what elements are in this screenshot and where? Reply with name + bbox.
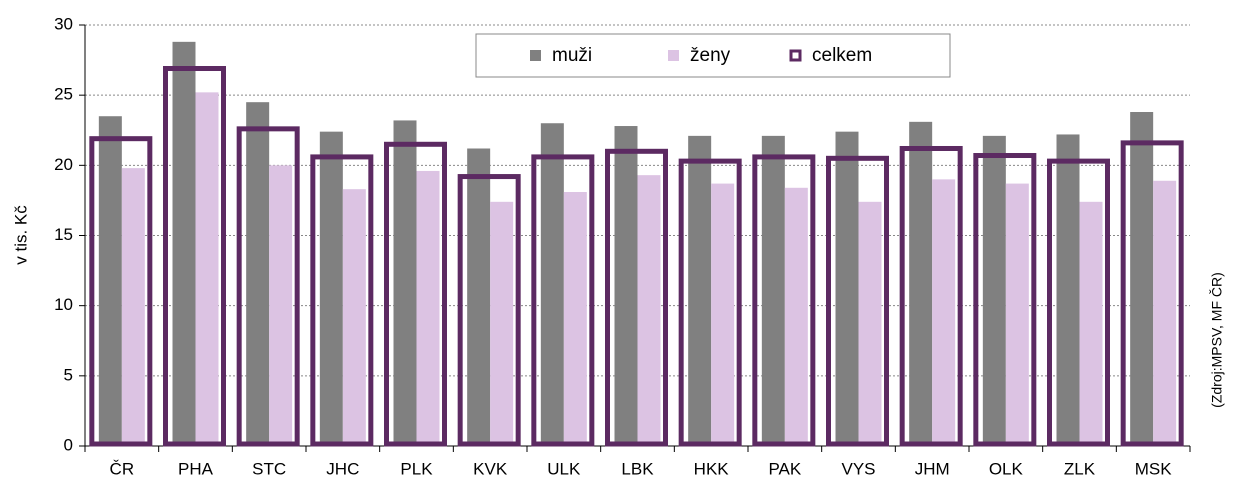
bar <box>982 135 1006 446</box>
x-tick-label: STC <box>252 459 286 478</box>
x-tick-label: ČR <box>110 459 135 478</box>
bar <box>319 131 343 447</box>
outline-bar <box>678 158 742 447</box>
outline-bar <box>89 136 153 447</box>
outline-bar <box>1047 158 1110 447</box>
bar <box>246 102 270 446</box>
bar <box>858 201 882 446</box>
bar <box>342 189 366 446</box>
legend-label: ženy <box>690 45 731 66</box>
bar <box>98 116 122 446</box>
y-tick-label: 10 <box>54 295 73 314</box>
x-tick-label: MSK <box>1135 459 1173 478</box>
outline-bar <box>310 154 374 447</box>
y-tick-label: 5 <box>64 365 73 384</box>
x-tick-label: LBK <box>621 459 654 478</box>
x-tick-label: KVK <box>473 459 508 478</box>
outline-bar <box>973 153 1037 447</box>
bar <box>711 183 735 446</box>
bar <box>172 41 196 447</box>
bar <box>637 175 661 446</box>
outline-bar <box>605 148 668 447</box>
bar <box>467 148 491 446</box>
bar <box>784 187 808 446</box>
bar <box>835 131 859 447</box>
bar <box>393 120 417 446</box>
x-tick-label: ULK <box>547 459 581 478</box>
outline-bar <box>531 154 595 447</box>
outline-bar <box>899 145 963 447</box>
x-tick-label: OLK <box>989 459 1024 478</box>
bar <box>563 191 587 446</box>
bar <box>614 126 638 446</box>
bar <box>490 201 514 446</box>
y-tick-label: 15 <box>54 225 73 244</box>
x-tick-label: JHM <box>915 459 950 478</box>
outline-bar <box>384 141 447 447</box>
bar <box>1056 134 1080 446</box>
outline-bar <box>236 126 300 447</box>
bar <box>761 135 785 446</box>
bar <box>269 165 293 447</box>
y-tick-label: 25 <box>54 85 73 104</box>
y-axis-label: v tis. Kč <box>11 205 30 265</box>
x-tick-label: ZLK <box>1064 459 1096 478</box>
outline-bar <box>752 154 816 447</box>
bar <box>121 168 145 446</box>
x-tick-label: PHA <box>178 459 214 478</box>
y-tick-label: 30 <box>54 14 73 33</box>
bar <box>540 123 564 446</box>
source-note: (Zdroj:MPSV, MF ČR) <box>1209 272 1225 408</box>
y-tick-label: 0 <box>64 435 73 454</box>
x-tick-label: VYS <box>841 459 875 478</box>
x-tick-label: HKK <box>694 459 730 478</box>
legend-box <box>475 33 951 78</box>
legend-label: muži <box>552 45 592 66</box>
x-tick-label: PLK <box>400 459 433 478</box>
legend-swatch <box>668 50 679 61</box>
outline-bar <box>826 155 889 447</box>
outline-bar <box>1120 140 1184 447</box>
bar <box>195 92 219 447</box>
bar <box>688 135 712 446</box>
x-tick-label: JHC <box>326 459 359 478</box>
bar <box>1079 201 1103 446</box>
bar <box>1130 112 1154 447</box>
bar <box>416 170 440 447</box>
outline-bar <box>163 66 226 447</box>
bar <box>909 121 933 446</box>
bar <box>1005 183 1029 446</box>
y-tick-label: 20 <box>54 155 73 174</box>
bar <box>932 179 956 446</box>
legend-swatch <box>530 50 541 61</box>
outline-bar <box>457 174 521 447</box>
x-tick-label: PAK <box>768 459 801 478</box>
bar <box>1153 180 1177 446</box>
legend-label: celkem <box>812 45 872 66</box>
legend-swatch <box>789 49 802 62</box>
